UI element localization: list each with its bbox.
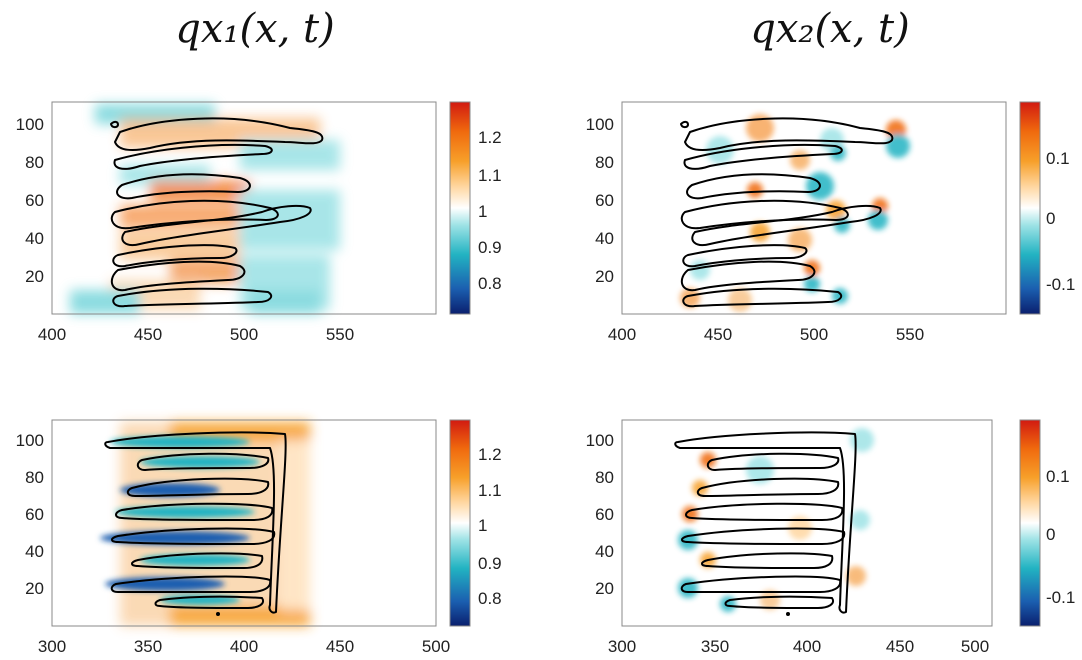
x-tick-label: 400 xyxy=(38,325,66,344)
colorbar-tick-label: 0.8 xyxy=(478,589,502,608)
y-tick-label: 20 xyxy=(595,579,614,598)
x-ticks: 300 350 400 450 500 xyxy=(38,637,450,656)
y-tick-label: 100 xyxy=(16,431,44,450)
heatmap-field xyxy=(622,102,1006,314)
y-tick-label: 100 xyxy=(586,115,614,134)
x-tick-label: 300 xyxy=(38,637,66,656)
colorbar-tick-label: 1 xyxy=(478,516,487,535)
colorbar-tick-label: 0 xyxy=(1046,525,1055,544)
x-tick-label: 450 xyxy=(704,325,732,344)
y-tick-label: 20 xyxy=(25,267,44,286)
y-ticks: 20 40 60 80 100 xyxy=(586,115,614,286)
y-tick-label: 40 xyxy=(595,542,614,561)
panel-top-right: 400 450 500 550 20 40 60 80 100 -0.1 0 0… xyxy=(586,101,1075,344)
colorbar-tick-label: -0.1 xyxy=(1046,588,1075,607)
colorbar-tick-label: 0.1 xyxy=(1046,149,1070,168)
y-tick-label: 60 xyxy=(25,191,44,210)
y-ticks: 20 40 60 80 100 xyxy=(16,431,44,598)
title-left: qx₁(x, t) xyxy=(175,6,334,52)
x-tick-label: 300 xyxy=(608,637,636,656)
y-tick-label: 100 xyxy=(16,115,44,134)
y-tick-label: 60 xyxy=(595,505,614,524)
x-ticks: 400 450 500 550 xyxy=(608,325,924,344)
x-tick-label: 350 xyxy=(701,637,729,656)
contour-lines xyxy=(680,117,894,308)
x-tick-label: 500 xyxy=(800,325,828,344)
y-tick-label: 80 xyxy=(595,468,614,487)
colorbar-tick-label: 1.1 xyxy=(478,166,502,185)
colorbar-tick-label: 1.2 xyxy=(478,128,502,147)
x-tick-label: 450 xyxy=(326,637,354,656)
contour-lines xyxy=(104,431,287,616)
axes-frame xyxy=(51,101,437,315)
x-tick-label: 500 xyxy=(230,325,258,344)
x-ticks: 300 350 400 450 500 xyxy=(608,637,989,656)
y-tick-label: 60 xyxy=(25,505,44,524)
colorbar: 0.8 0.9 1 1.1 1.2 xyxy=(449,419,502,627)
y-tick-label: 80 xyxy=(595,153,614,172)
x-tick-label: 400 xyxy=(230,637,258,656)
colorbar: -0.1 0 0.1 xyxy=(1019,419,1075,627)
colorbar-tick-label: -0.1 xyxy=(1046,275,1075,294)
x-tick-label: 450 xyxy=(886,637,914,656)
colorbar-tick-label: 1 xyxy=(478,202,487,221)
contour-lines xyxy=(674,431,857,616)
y-tick-label: 80 xyxy=(25,153,44,172)
x-ticks: 400 450 500 550 xyxy=(38,325,354,344)
colorbar-tick-label: 0 xyxy=(1046,209,1055,228)
y-tick-label: 40 xyxy=(595,229,614,248)
x-tick-label: 550 xyxy=(326,325,354,344)
x-tick-label: 500 xyxy=(961,637,989,656)
colorbar: -0.1 0 0.1 xyxy=(1019,101,1075,315)
colorbar-tick-label: 1.1 xyxy=(478,481,502,500)
y-tick-label: 100 xyxy=(586,431,614,450)
heatmap-field xyxy=(52,102,436,314)
x-tick-label: 550 xyxy=(896,325,924,344)
panel-bottom-right: 300 350 400 450 500 20 40 60 80 100 -0.1… xyxy=(586,419,1075,656)
x-tick-label: 350 xyxy=(134,637,162,656)
y-tick-label: 60 xyxy=(595,191,614,210)
y-tick-label: 40 xyxy=(25,542,44,561)
y-tick-label: 20 xyxy=(595,267,614,286)
colorbar-tick-label: 0.9 xyxy=(478,238,502,257)
x-tick-label: 400 xyxy=(608,325,636,344)
y-tick-label: 80 xyxy=(25,468,44,487)
title-right: qx₂(x, t) xyxy=(750,6,909,52)
colorbar-tick-label: 0.1 xyxy=(1046,467,1070,486)
colorbar-tick-label: 0.9 xyxy=(478,554,502,573)
y-ticks: 20 40 60 80 100 xyxy=(586,431,614,598)
y-ticks: 20 40 60 80 100 xyxy=(16,115,44,286)
x-tick-label: 500 xyxy=(422,637,450,656)
colorbar-tick-label: 0.8 xyxy=(478,274,502,293)
axes-frame xyxy=(621,419,993,627)
axes-frame xyxy=(621,101,1007,315)
y-tick-label: 20 xyxy=(25,579,44,598)
x-tick-label: 400 xyxy=(793,637,821,656)
axes-frame xyxy=(51,419,437,627)
x-tick-label: 450 xyxy=(134,325,162,344)
heatmap-field xyxy=(52,420,436,626)
panel-bottom-left: 300 350 400 450 500 20 40 60 80 100 0.8 … xyxy=(16,419,502,656)
colorbar-tick-label: 1.2 xyxy=(478,445,502,464)
contour-lines xyxy=(110,117,324,308)
heatmap-field xyxy=(622,420,992,626)
colorbar: 0.8 0.9 1 1.1 1.2 xyxy=(449,101,502,315)
panel-top-left: 400 450 500 550 20 40 60 80 100 0.8 0.9 … xyxy=(16,101,502,344)
y-tick-label: 40 xyxy=(25,229,44,248)
